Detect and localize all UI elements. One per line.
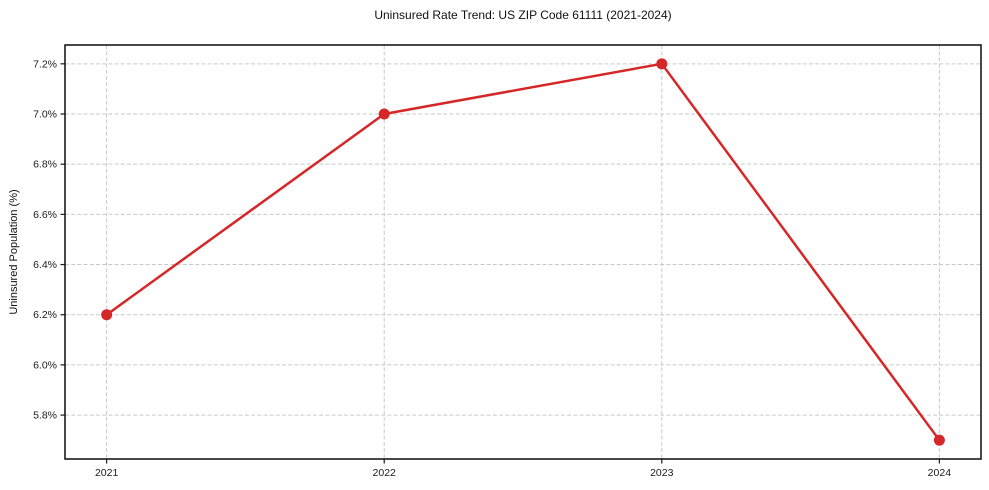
y-axis-tick-label: 6.4%	[33, 259, 57, 271]
data-point-marker	[656, 58, 668, 70]
data-point-marker	[933, 434, 945, 446]
x-axis-tick-label: 2024	[928, 467, 952, 479]
data-point-marker	[101, 309, 113, 321]
y-axis-tick-label: 6.2%	[33, 309, 57, 321]
axes-spines	[64, 44, 982, 460]
y-axis-tick-label: 6.0%	[33, 359, 57, 371]
y-axis-tick-label: 7.0%	[33, 109, 57, 121]
x-axis-tick-label: 2021	[95, 467, 119, 479]
x-axis-tick-label: 2022	[373, 467, 397, 479]
trend-line	[105, 62, 941, 442]
y-axis-tick-label: 6.8%	[33, 159, 57, 171]
y-axis-tick-label: 5.8%	[33, 410, 57, 422]
x-axis-tick-label: 2023	[650, 467, 674, 479]
data-point-marker	[378, 108, 390, 120]
y-axis-tick-label: 7.2%	[33, 58, 57, 70]
y-axis-tick-label: 6.6%	[33, 209, 57, 221]
chart-title: Uninsured Rate Trend: US ZIP Code 61111 …	[374, 8, 672, 22]
